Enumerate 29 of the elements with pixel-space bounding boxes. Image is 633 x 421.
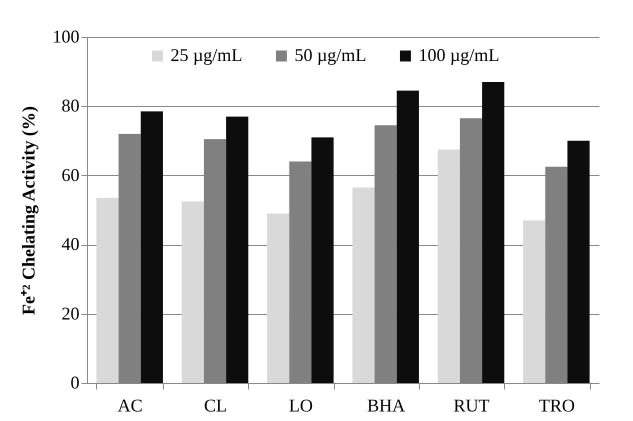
legend-label: 50 µg/mL [294,45,366,65]
bar [140,111,163,383]
y-tick-label: 0 [70,372,80,392]
bar [482,82,504,383]
y-tick-label: 100 [52,26,80,46]
bar [460,118,482,383]
bar [438,149,460,383]
bar [523,220,546,383]
bar [267,213,290,383]
x-tick-label: LO [288,396,313,416]
legend-label: 25 µg/mL [170,45,242,65]
x-tick-label: RUT [454,396,490,416]
y-tick-label: 80 [62,96,80,116]
bar [311,137,334,383]
x-tick-label: TRO [538,396,575,416]
y-tick-label: 40 [62,234,80,254]
bar [226,116,248,383]
bar [96,198,119,383]
y-tick-label: 20 [62,303,80,324]
bar [182,201,204,383]
x-tick-label: BHA [367,396,406,416]
bar [567,140,590,383]
x-tick-label: CL [204,396,228,416]
y-axis-title: Fe⁺² Chelating Activity (%) [18,106,38,315]
y-tick-label: 60 [62,164,80,185]
legend-label: 100 µg/mL [418,45,500,65]
bar [352,188,375,383]
x-tick-label: AC [118,396,143,416]
bar [396,90,419,383]
